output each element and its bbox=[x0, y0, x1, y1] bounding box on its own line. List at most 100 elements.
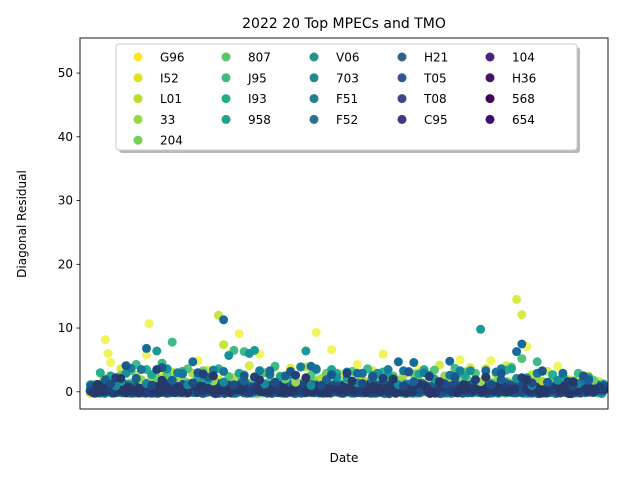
scatter-point-H36 bbox=[147, 380, 157, 390]
scatter-point-F51 bbox=[553, 375, 563, 385]
legend-label: V06 bbox=[336, 51, 359, 65]
legend-label: 104 bbox=[512, 51, 535, 65]
legend-label: I52 bbox=[160, 71, 179, 85]
scatter-point-H36 bbox=[229, 380, 239, 390]
scatter-point-104 bbox=[327, 370, 337, 380]
scatter-point-T08 bbox=[512, 347, 522, 357]
scatter-point-104 bbox=[121, 361, 131, 371]
scatter-point-T08 bbox=[219, 315, 229, 325]
scatter-point-G96 bbox=[553, 361, 563, 371]
scatter-point-G96 bbox=[378, 349, 388, 359]
legend-marker bbox=[133, 73, 143, 83]
scatter-point-568 bbox=[152, 365, 162, 374]
legend-marker bbox=[133, 52, 143, 62]
legend-marker bbox=[397, 73, 407, 83]
scatter-point-104 bbox=[450, 373, 460, 383]
scatter-point-T08 bbox=[142, 343, 151, 353]
scatter-point-654 bbox=[301, 373, 311, 383]
legend-marker bbox=[485, 73, 495, 83]
scatter-point-H21 bbox=[296, 362, 306, 372]
scatter-point-T08 bbox=[265, 366, 275, 376]
legend-marker bbox=[309, 94, 319, 104]
legend-label: F51 bbox=[336, 92, 358, 106]
scatter-point-F51 bbox=[465, 366, 475, 376]
scatter-point bbox=[470, 385, 480, 395]
scatter-point-568 bbox=[198, 369, 208, 379]
legend-marker bbox=[221, 114, 231, 124]
scatter-point-G96 bbox=[352, 359, 362, 369]
legend-label: 568 bbox=[512, 92, 535, 106]
legend-label: T08 bbox=[423, 92, 447, 106]
scatter-point-568 bbox=[342, 368, 352, 378]
legend-marker bbox=[133, 94, 143, 104]
scatter-point-F51 bbox=[224, 351, 234, 360]
scatter-point-H36 bbox=[188, 378, 198, 388]
scatter-point-G96 bbox=[455, 355, 465, 365]
legend-label: T05 bbox=[423, 71, 447, 85]
scatter-point-703 bbox=[301, 346, 311, 356]
scatter-point bbox=[166, 386, 176, 396]
scatter-point-H36 bbox=[106, 379, 116, 389]
y-tick-label: 40 bbox=[58, 130, 73, 144]
scatter-point-C95 bbox=[409, 377, 419, 387]
legend-label: H36 bbox=[512, 71, 536, 85]
scatter-point bbox=[431, 388, 440, 398]
scatter-point-T08 bbox=[393, 357, 403, 367]
scatter-point-G96 bbox=[106, 358, 116, 367]
scatter-point-G96 bbox=[311, 328, 321, 337]
scatter-point bbox=[156, 387, 166, 397]
scatter-point-T05 bbox=[219, 366, 229, 376]
scatter-point-654 bbox=[388, 374, 398, 384]
scatter-point-F52 bbox=[219, 377, 229, 387]
scatter-point-104 bbox=[496, 368, 506, 378]
scatter-point bbox=[453, 386, 463, 396]
scatter-point bbox=[208, 387, 218, 397]
scatter-point bbox=[267, 386, 277, 396]
scatter-point-C95 bbox=[543, 377, 552, 387]
legend-marker bbox=[397, 52, 407, 62]
scatter-point bbox=[493, 382, 503, 392]
scatter-point-104 bbox=[239, 371, 249, 381]
scatter-point-T08 bbox=[558, 368, 568, 378]
scatter-point-654 bbox=[208, 371, 218, 381]
scatter-point-104 bbox=[578, 371, 588, 381]
legend-label: H21 bbox=[424, 51, 448, 65]
scatter-point-T08 bbox=[517, 339, 527, 349]
scatter-point bbox=[88, 388, 98, 397]
scatter-point bbox=[583, 383, 592, 393]
y-tick-label: 50 bbox=[58, 66, 73, 80]
scatter-point-G96 bbox=[103, 349, 113, 358]
scatter-point bbox=[333, 385, 343, 395]
legend-marker bbox=[309, 52, 319, 62]
scatter-point bbox=[200, 385, 210, 395]
legend-label: J95 bbox=[247, 71, 267, 85]
scatter-point-T05 bbox=[136, 365, 146, 374]
legend-label: 654 bbox=[512, 113, 535, 127]
scatter-point-958 bbox=[95, 368, 105, 378]
scatter-point bbox=[259, 386, 269, 396]
legend-marker bbox=[309, 73, 319, 83]
legend-label: 958 bbox=[248, 113, 271, 127]
legend-label: 204 bbox=[160, 134, 183, 148]
legend-marker bbox=[221, 94, 231, 104]
y-tick-label: 30 bbox=[58, 194, 73, 208]
scatter-point-H21 bbox=[255, 366, 265, 376]
legend-box bbox=[115, 43, 578, 151]
scatter-point-I52 bbox=[244, 361, 254, 371]
scatter-point-T05 bbox=[178, 369, 187, 379]
scatter-point-654 bbox=[255, 375, 265, 385]
chart-title: 2022 20 Top MPECs and TMO bbox=[242, 16, 446, 32]
scatter-point-T08 bbox=[352, 368, 362, 378]
y-axis-ticks: 0 10 20 30 40 50 bbox=[58, 66, 80, 399]
scatter-point-G96 bbox=[100, 335, 110, 344]
scatter-point-V06 bbox=[507, 364, 516, 374]
scatter-point-568 bbox=[291, 370, 301, 380]
scatter-point-H36 bbox=[357, 379, 367, 388]
legend-label: L01 bbox=[160, 92, 182, 106]
legend-label: G96 bbox=[160, 51, 185, 65]
scatter-point-T08 bbox=[306, 361, 316, 371]
series-points bbox=[95, 294, 599, 391]
legend-label: 703 bbox=[336, 71, 359, 85]
legend-label: 807 bbox=[248, 51, 271, 65]
